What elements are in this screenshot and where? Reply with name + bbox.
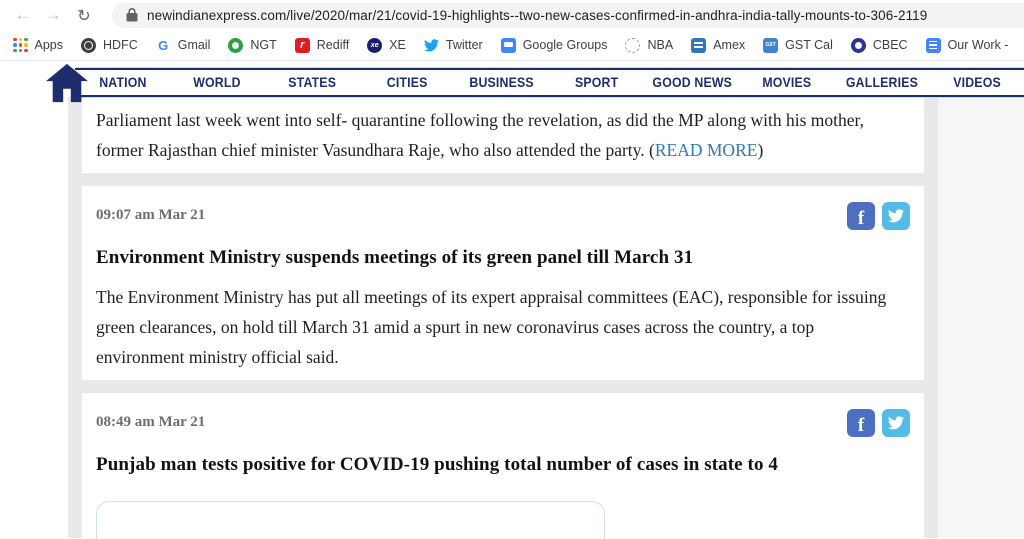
xe-circle-icon: xe — [367, 37, 383, 53]
forward-button[interactable]: → — [44, 5, 62, 24]
bookmark-label: NBA — [647, 38, 674, 52]
browser-toolbar: ← → ↻ newindianexpress.com/live/2020/mar… — [0, 0, 1024, 30]
green-badge-icon — [228, 37, 244, 53]
emblem-icon — [850, 37, 866, 53]
facebook-share-button[interactable]: f — [847, 202, 875, 230]
feed-entry: 09:07 am Mar 21 f Environment Ministry s… — [82, 186, 924, 380]
chat-bubble-icon — [500, 37, 516, 53]
bookmark-cbec[interactable]: CBEC — [842, 30, 917, 60]
entry-headline: Punjab man tests positive for COVID-19 p… — [96, 454, 779, 475]
feed-entry: 08:49 am Mar 21 f Punjab man tests posit… — [82, 393, 924, 539]
paragraph-text: Parliament last week went into self- qua… — [96, 110, 864, 160]
right-rail — [938, 97, 1024, 538]
bookmark-amex[interactable]: Amex — [682, 30, 754, 60]
entry-headline: Environment Ministry suspends meetings o… — [96, 247, 694, 268]
dashed-circle-icon — [625, 37, 641, 53]
entry-timestamp: 09:07 am Mar 21 — [96, 207, 206, 223]
rediff-r-icon: r — [294, 37, 310, 53]
bookmark-label: Google Groups — [522, 38, 608, 52]
share-buttons: f — [847, 202, 910, 230]
reload-button[interactable]: ↻ — [77, 5, 91, 25]
bookmark-google-groups[interactable]: Google Groups — [492, 30, 617, 60]
facebook-share-button[interactable]: f — [847, 409, 875, 437]
bookmark-label: Our Work - — [947, 38, 1009, 52]
paragraph-text: ) — [757, 140, 764, 160]
bookmark-twitter[interactable]: Twitter — [415, 30, 492, 60]
feed-entry-partial: Parliament last week went into self- qua… — [82, 97, 924, 173]
gst-square-icon: GST — [763, 37, 779, 53]
bookmark-label: Twitter — [445, 38, 483, 52]
bookmark-apps[interactable]: Apps — [4, 30, 72, 60]
nav-item-states[interactable]: STATES — [288, 73, 337, 90]
nav-item-cities[interactable]: CITIES — [386, 73, 428, 90]
url-text: newindianexpress.com/live/2020/mar/21/co… — [147, 7, 928, 23]
lock-icon[interactable] — [126, 8, 138, 22]
site-nav-bar: NATION WORLD STATES CITIES BUSINESS SPOR… — [75, 68, 1024, 97]
twitter-bird-icon — [423, 38, 439, 53]
bookmark-label: Amex — [713, 38, 746, 52]
twitter-icon — [888, 416, 904, 430]
read-more-link[interactable]: READ MORE — [654, 140, 758, 160]
nav-item-world[interactable]: WORLD — [193, 73, 242, 90]
bookmark-label: NGT — [250, 38, 277, 52]
bookmark-label: Rediff — [316, 38, 350, 52]
address-bar[interactable]: newindianexpress.com/live/2020/mar/21/co… — [112, 2, 1024, 28]
bookmark-xe[interactable]: xe XE — [358, 30, 415, 60]
entry-meta: 08:49 am Mar 21 f — [96, 401, 910, 437]
nav-item-good-news[interactable]: GOOD NEWS — [652, 73, 732, 90]
site-navigation: NATION WORLD STATES CITIES BUSINESS SPOR… — [46, 63, 1024, 103]
bookmark-gst-cal[interactable]: GST GST Cal — [754, 30, 842, 60]
home-icon — [46, 63, 88, 103]
entry-meta: 09:07 am Mar 21 f — [96, 194, 910, 230]
bookmark-rediff[interactable]: r Rediff — [286, 30, 358, 60]
bookmark-label: HDFC — [103, 38, 138, 52]
bookmark-label: CBEC — [872, 38, 908, 52]
bookmark-label: Apps — [34, 38, 64, 52]
nav-item-nation[interactable]: NATION — [98, 73, 147, 90]
nav-item-videos[interactable]: VIDEOS — [952, 73, 1001, 90]
amex-card-icon — [691, 37, 707, 53]
apps-grid-icon — [13, 37, 28, 53]
twitter-share-button[interactable] — [882, 202, 910, 230]
facebook-icon: f — [857, 415, 865, 436]
entry-paragraph: Parliament last week went into self- qua… — [96, 105, 896, 165]
bookmark-gmail[interactable]: G Gmail — [147, 30, 220, 60]
page-main: Parliament last week went into self- qua… — [0, 97, 1024, 539]
nav-item-business[interactable]: BUSINESS — [469, 73, 535, 90]
bookmark-ngt[interactable]: NGT — [219, 30, 285, 60]
bookmark-label: XE — [389, 38, 406, 52]
bookmark-hdfc[interactable]: HDFC — [72, 30, 147, 60]
entry-timestamp: 08:49 am Mar 21 — [96, 414, 206, 430]
nav-item-sport[interactable]: SPORT — [575, 73, 619, 90]
google-g-icon: G — [158, 37, 169, 53]
live-blog-feed: Parliament last week went into self- qua… — [68, 97, 938, 539]
nav-item-galleries[interactable]: GALLERIES — [845, 73, 918, 90]
embedded-tweet[interactable] — [96, 501, 605, 539]
bookmark-nba[interactable]: NBA — [616, 30, 682, 60]
twitter-icon — [888, 209, 904, 223]
nav-item-movies[interactable]: MOVIES — [762, 73, 812, 90]
back-button[interactable]: ← — [14, 5, 32, 24]
bookmark-our-work[interactable]: Our Work - — [917, 30, 1018, 60]
twitter-share-button[interactable] — [882, 409, 910, 437]
home-button[interactable] — [46, 63, 88, 103]
facebook-icon: f — [857, 208, 865, 229]
share-buttons: f — [847, 409, 910, 437]
globe-icon — [81, 37, 96, 53]
left-gutter — [0, 97, 68, 538]
document-icon — [925, 37, 941, 53]
bookmark-label: GST Cal — [785, 38, 833, 52]
bookmarks-bar: Apps HDFC G Gmail NGT r Rediff xe XE Twi… — [0, 30, 1024, 61]
entry-paragraph: The Environment Ministry has put all mee… — [96, 287, 887, 367]
bookmark-label: Gmail — [177, 38, 211, 52]
